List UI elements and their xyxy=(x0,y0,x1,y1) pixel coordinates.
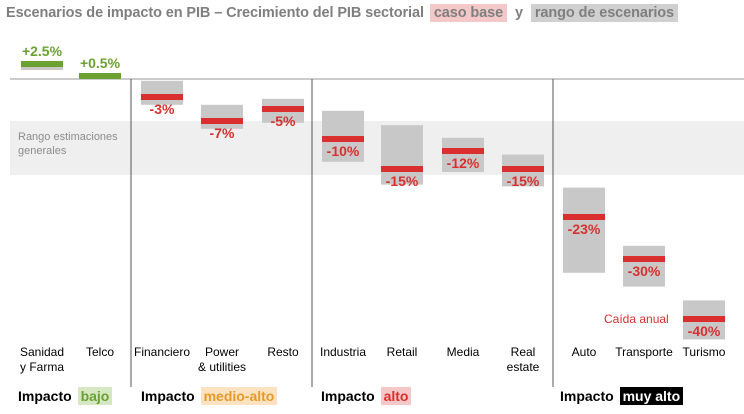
data-label-8: -15% xyxy=(507,173,540,189)
category-label: Resto xyxy=(267,345,299,359)
group-prefix: Impacto xyxy=(560,388,614,404)
base-marker-2 xyxy=(141,94,183,100)
category-label: Sanidad y Farma xyxy=(19,345,65,374)
base-marker-7 xyxy=(442,148,484,154)
category-label: Telco xyxy=(85,345,114,359)
group-label-medium-high: Impacto medio-alto xyxy=(141,387,278,405)
general-estimates-band xyxy=(10,121,744,175)
group-label-low: Impacto bajo xyxy=(18,387,113,405)
range-bar-9 xyxy=(563,187,605,273)
group-tag-medio-alto: medio-alto xyxy=(200,387,278,405)
data-label-10: -30% xyxy=(628,263,661,279)
base-marker-4 xyxy=(262,106,304,112)
base-marker-8 xyxy=(502,166,544,172)
category-label: Power & utilities xyxy=(197,345,247,374)
category-label: Real estate xyxy=(506,345,540,374)
range-bar-2 xyxy=(141,80,183,105)
chart-title: Escenarios de impacto en PIB – Crecimien… xyxy=(6,4,679,22)
group-label-high: Impacto alto xyxy=(321,387,412,405)
category-label: Media xyxy=(446,345,480,359)
data-label-5: -10% xyxy=(327,143,360,159)
base-marker-5 xyxy=(322,136,364,142)
title-range-tag: rango de escenarios xyxy=(530,4,679,22)
range-bar-10 xyxy=(623,245,665,287)
group-tag-alto: alto xyxy=(380,387,412,405)
group-label-very-high: Impacto muy alto xyxy=(560,387,684,405)
base-marker-0 xyxy=(21,61,63,67)
base-marker-10 xyxy=(623,256,665,262)
base-marker-11 xyxy=(683,316,725,322)
group-prefix: Impacto xyxy=(321,388,375,404)
annual-drop-annotation: Caída anual xyxy=(604,312,669,326)
data-label-2: -3% xyxy=(150,101,175,117)
category-label: Financiero xyxy=(133,345,191,359)
band-label: Rango estimaciones generales xyxy=(18,131,118,157)
data-label-0: +2.5% xyxy=(22,43,63,59)
title-base-tag: caso base xyxy=(429,4,508,22)
data-label-7: -12% xyxy=(447,155,480,171)
category-label: Industria xyxy=(319,345,367,359)
group-tag-muy-alto: muy alto xyxy=(619,387,684,405)
category-label: Turismo xyxy=(682,345,726,359)
data-label-11: -40% xyxy=(688,323,721,339)
range-bar-7 xyxy=(442,137,484,172)
base-marker-9 xyxy=(563,214,605,220)
category-label: Retail xyxy=(386,345,418,359)
data-label-3: -7% xyxy=(210,125,235,141)
data-label-1: +0.5% xyxy=(80,55,121,71)
group-prefix: Impacto xyxy=(18,388,72,404)
base-marker-1 xyxy=(79,73,121,79)
base-marker-3 xyxy=(201,118,243,124)
group-prefix: Impacto xyxy=(141,388,195,404)
category-label: Transporte xyxy=(615,345,673,359)
base-marker-6 xyxy=(381,166,423,172)
range-bar-6 xyxy=(381,125,423,185)
range-bar-3 xyxy=(201,104,243,129)
title-connector: y xyxy=(514,5,523,21)
chart-title-text: Escenarios de impacto en PIB – Crecimien… xyxy=(6,5,424,21)
data-label-4: -5% xyxy=(271,113,296,129)
data-label-9: -23% xyxy=(568,221,601,237)
data-label-6: -15% xyxy=(386,173,419,189)
group-tag-bajo: bajo xyxy=(77,387,113,405)
category-label: Auto xyxy=(571,345,597,359)
